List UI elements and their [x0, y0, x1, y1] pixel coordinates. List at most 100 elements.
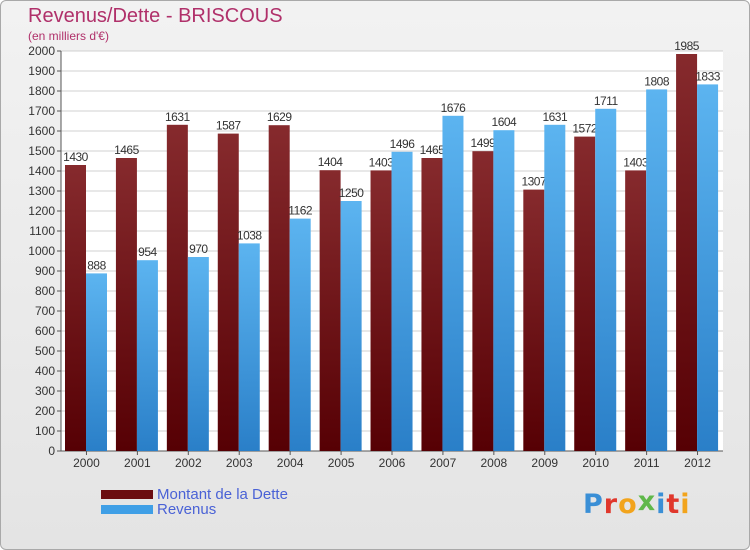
bar-debt	[523, 189, 545, 451]
bar-revenue	[442, 115, 464, 452]
y-tick-label: 1400	[28, 164, 55, 178]
x-tick-label: 2010	[582, 456, 609, 470]
y-tick-label: 100	[35, 424, 55, 438]
bar-debt	[676, 54, 698, 451]
bar-revenue	[595, 108, 617, 452]
y-tick-label: 1500	[28, 144, 55, 158]
y-tick-label: 1900	[28, 64, 55, 78]
y-tick-label: 1200	[28, 204, 55, 218]
x-tick-label: 2003	[226, 456, 253, 470]
y-tick-label: 500	[35, 344, 55, 358]
data-label: 1038	[237, 228, 263, 242]
bar-debt	[166, 124, 188, 452]
x-tick-label: 2007	[430, 456, 457, 470]
bar-debt	[625, 170, 647, 451]
logo-letter: P	[583, 489, 604, 520]
bar-debt	[319, 170, 341, 451]
data-label: 954	[138, 245, 157, 259]
x-tick-label: 2004	[277, 456, 304, 470]
bar-debt	[472, 151, 494, 451]
bar-revenue	[86, 273, 107, 451]
data-label: 1403	[369, 155, 395, 169]
data-label: 888	[87, 258, 106, 272]
x-tick-label: 2008	[480, 456, 507, 470]
bar-debt	[268, 125, 290, 451]
y-tick-label: 300	[35, 384, 55, 398]
data-label: 1465	[114, 143, 140, 157]
logo-letter: x	[637, 486, 657, 517]
bar-revenue	[391, 151, 413, 452]
data-label: 1711	[594, 94, 619, 108]
y-tick-label: 0	[48, 444, 55, 458]
x-tick-label: 2011	[634, 456, 660, 470]
y-tick-label: 800	[35, 284, 55, 298]
x-tick-label: 2012	[684, 456, 711, 470]
legend-swatch-revenue	[101, 505, 153, 514]
bar-debt	[421, 158, 443, 451]
x-tick-label: 2006	[379, 456, 406, 470]
logo-letter: r	[603, 489, 619, 520]
y-tick-label: 1700	[28, 104, 55, 118]
data-label: 1587	[216, 119, 242, 133]
data-label: 1499	[471, 136, 497, 150]
chart-title: Revenus/Dette - BRISCOUS	[28, 5, 283, 27]
bar-revenue	[544, 124, 566, 452]
logo-letter: t	[666, 489, 681, 520]
y-tick-label: 1600	[28, 124, 55, 138]
data-label: 1430	[63, 150, 89, 164]
data-label: 970	[189, 242, 208, 256]
legend-item-revenue: Revenus	[101, 502, 288, 517]
data-label: 1403	[623, 155, 649, 169]
y-tick-label: 1000	[28, 244, 55, 258]
y-tick-label: 1800	[28, 84, 55, 98]
x-tick-label: 2005	[328, 456, 355, 470]
logo-letter: i	[680, 489, 691, 520]
bar-revenue	[289, 218, 311, 451]
legend-swatch-debt	[101, 490, 153, 499]
data-label: 1250	[339, 186, 365, 200]
data-label: 1985	[674, 39, 700, 53]
bar-revenue	[238, 243, 260, 451]
bar-debt	[65, 165, 86, 451]
data-label: 1307	[521, 175, 547, 189]
proxiti-logo: Proxiti	[583, 486, 691, 520]
bar-debt	[574, 136, 596, 451]
x-tick-label: 2001	[124, 456, 151, 470]
logo-letter: o	[618, 489, 638, 520]
bar-revenue	[646, 89, 668, 452]
y-tick-label: 400	[35, 364, 55, 378]
data-label: 1631	[542, 110, 568, 124]
y-tick-label: 200	[35, 404, 55, 418]
legend: Montant de la Dette Revenus	[101, 487, 288, 517]
data-label: 1604	[492, 115, 518, 129]
y-tick-label: 600	[35, 324, 55, 338]
data-label: 1833	[695, 69, 721, 83]
y-tick-label: 900	[35, 264, 55, 278]
data-label: 1572	[572, 122, 598, 136]
bar-revenue	[697, 84, 719, 452]
y-tick-label: 2000	[28, 44, 55, 58]
y-tick-label: 1300	[28, 184, 55, 198]
legend-label-debt: Montant de la Dette	[157, 486, 288, 503]
data-label: 1404	[318, 155, 344, 169]
bar-debt	[115, 158, 137, 451]
logo-letter: i	[656, 489, 667, 520]
data-label: 1808	[644, 74, 670, 88]
chart-subtitle: (en milliers d'€)	[28, 29, 109, 43]
bar-revenue	[340, 201, 362, 451]
legend-label-revenue: Revenus	[157, 501, 217, 518]
bar-debt	[370, 170, 392, 451]
x-tick-label: 2000	[73, 456, 100, 470]
data-label: 1631	[165, 110, 191, 124]
y-tick-label: 700	[35, 304, 55, 318]
bar-revenue	[187, 257, 209, 451]
data-label: 1162	[288, 204, 313, 218]
x-tick-label: 2002	[175, 456, 202, 470]
bar-debt	[217, 133, 239, 451]
bar-revenue	[493, 130, 515, 451]
bar-revenue	[136, 260, 158, 451]
data-label: 1496	[390, 137, 416, 151]
x-tick-label: 2009	[531, 456, 558, 470]
